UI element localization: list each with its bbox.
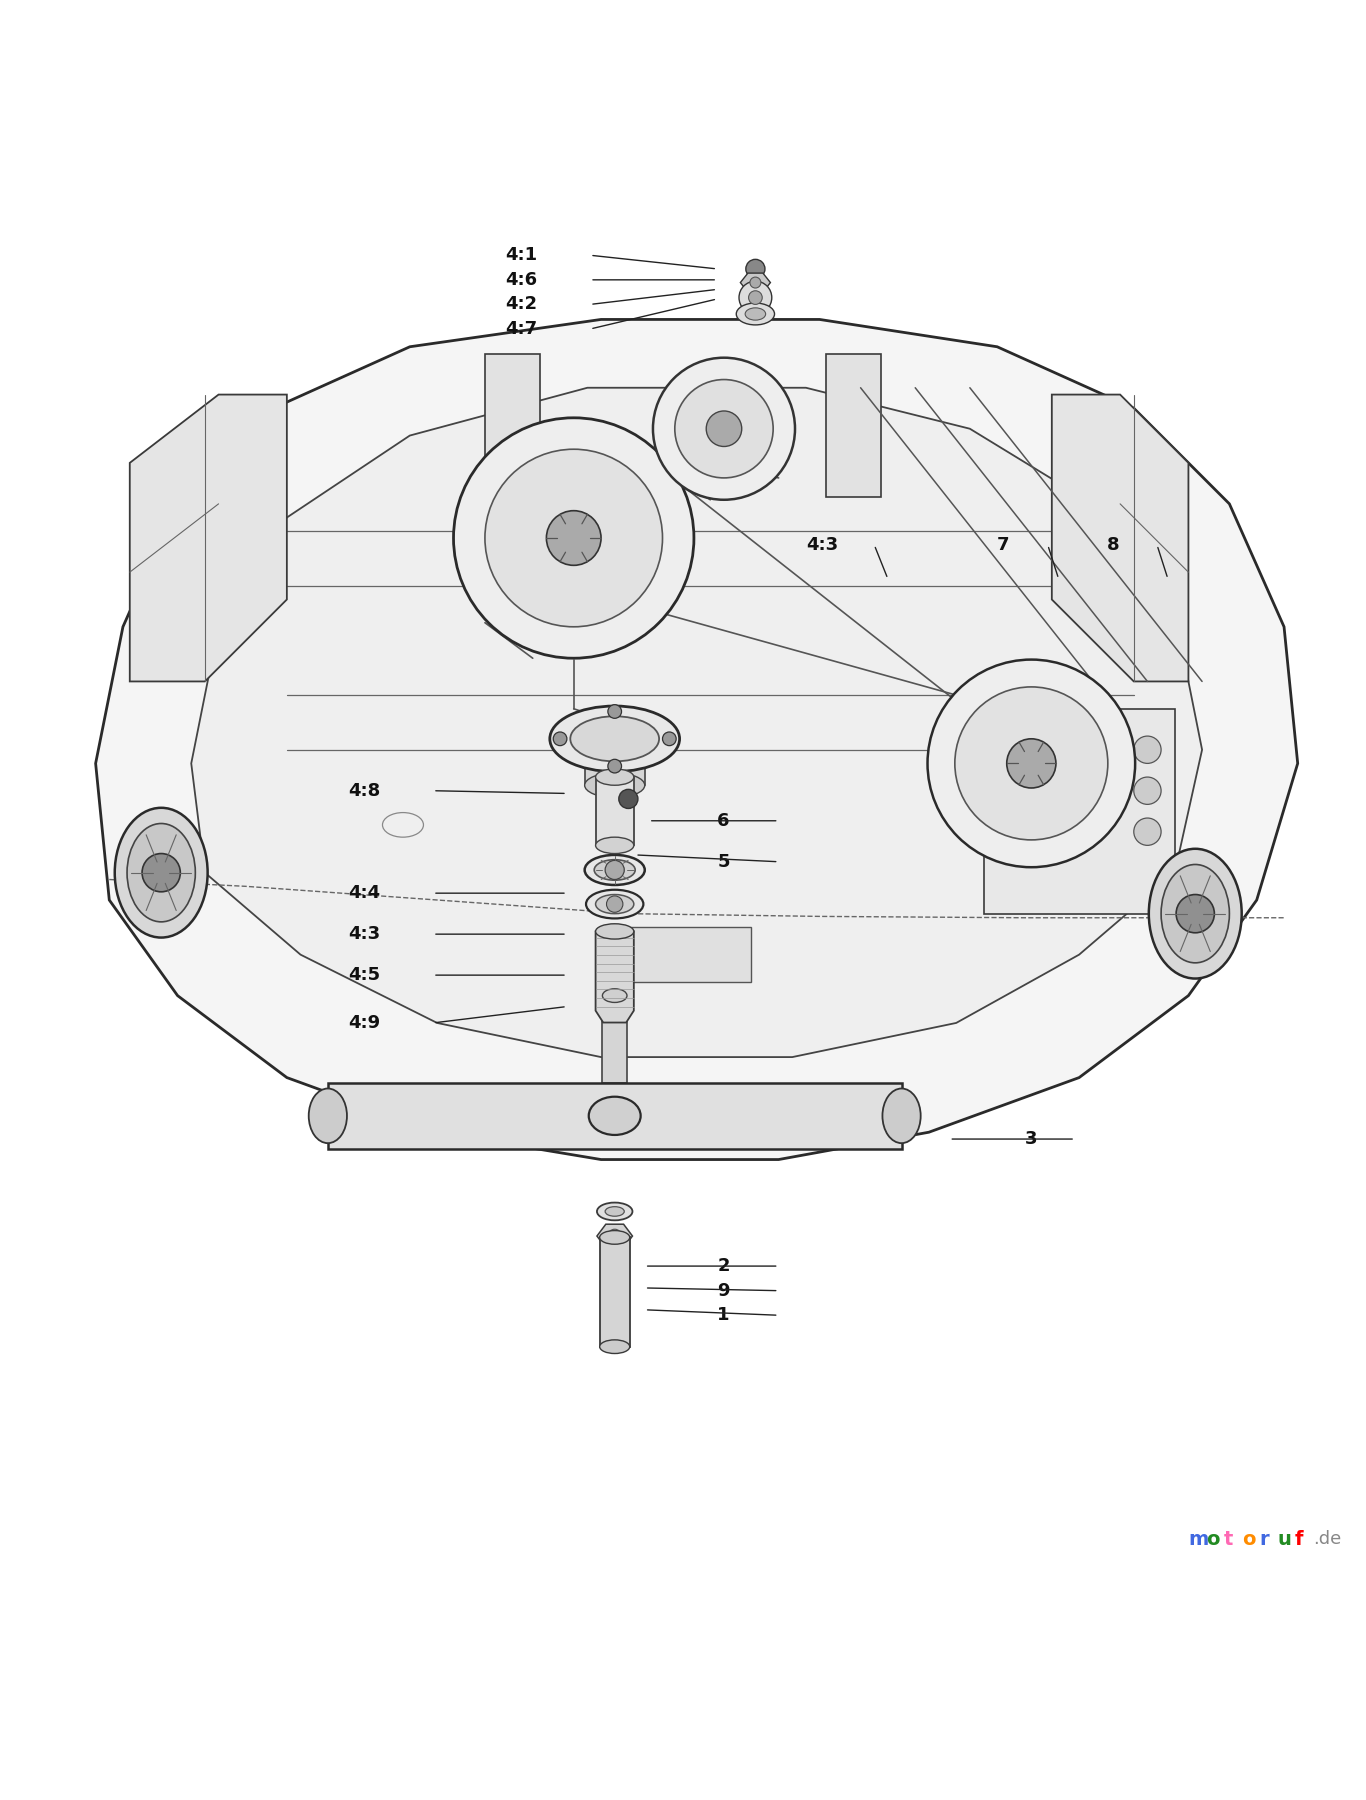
Circle shape bbox=[1007, 738, 1056, 788]
Text: o: o bbox=[1242, 1530, 1255, 1548]
Ellipse shape bbox=[127, 824, 195, 922]
Circle shape bbox=[608, 1229, 622, 1242]
Bar bbox=[596, 778, 634, 846]
Text: 4:3: 4:3 bbox=[348, 925, 381, 943]
Ellipse shape bbox=[115, 808, 208, 938]
Text: .de: .de bbox=[1313, 1530, 1341, 1548]
Ellipse shape bbox=[571, 716, 658, 761]
Ellipse shape bbox=[597, 1202, 632, 1220]
Bar bbox=[328, 1084, 902, 1148]
Bar bbox=[585, 742, 645, 785]
Text: m: m bbox=[1188, 1530, 1209, 1548]
Text: t: t bbox=[1224, 1530, 1233, 1548]
Circle shape bbox=[1134, 736, 1161, 763]
Ellipse shape bbox=[309, 1089, 347, 1143]
Polygon shape bbox=[984, 709, 1175, 914]
Ellipse shape bbox=[549, 706, 679, 772]
Ellipse shape bbox=[882, 1089, 921, 1143]
Circle shape bbox=[608, 704, 622, 718]
Ellipse shape bbox=[746, 308, 765, 320]
Circle shape bbox=[619, 790, 638, 808]
Polygon shape bbox=[615, 927, 751, 983]
Circle shape bbox=[608, 760, 622, 772]
Text: 8: 8 bbox=[1106, 536, 1119, 554]
Ellipse shape bbox=[586, 889, 643, 918]
Text: 4:9: 4:9 bbox=[348, 1013, 381, 1031]
Circle shape bbox=[553, 733, 567, 745]
Circle shape bbox=[653, 358, 795, 500]
Circle shape bbox=[605, 860, 624, 880]
Text: 4:2: 4:2 bbox=[505, 295, 538, 313]
Ellipse shape bbox=[596, 837, 634, 853]
Circle shape bbox=[663, 733, 676, 745]
Ellipse shape bbox=[589, 1096, 641, 1136]
Bar bbox=[600, 1237, 630, 1346]
Circle shape bbox=[739, 281, 772, 313]
Ellipse shape bbox=[600, 1231, 630, 1244]
Circle shape bbox=[546, 511, 601, 565]
Text: 6: 6 bbox=[717, 812, 729, 830]
Polygon shape bbox=[1052, 394, 1188, 682]
Text: 9: 9 bbox=[717, 1282, 729, 1300]
Text: 4:8: 4:8 bbox=[348, 781, 381, 799]
Text: 4:1: 4:1 bbox=[505, 247, 538, 265]
Circle shape bbox=[746, 259, 765, 279]
Text: 7: 7 bbox=[997, 536, 1009, 554]
Polygon shape bbox=[96, 319, 1298, 1159]
Circle shape bbox=[1176, 895, 1214, 932]
Polygon shape bbox=[130, 394, 287, 682]
Circle shape bbox=[142, 853, 180, 891]
Ellipse shape bbox=[605, 1206, 624, 1217]
Ellipse shape bbox=[594, 860, 635, 880]
Text: 4:7: 4:7 bbox=[505, 320, 538, 338]
Ellipse shape bbox=[600, 1339, 630, 1354]
Ellipse shape bbox=[1161, 864, 1229, 963]
Text: r: r bbox=[1259, 1530, 1269, 1548]
Ellipse shape bbox=[596, 923, 634, 940]
Ellipse shape bbox=[585, 855, 645, 886]
Ellipse shape bbox=[596, 769, 634, 785]
Bar bbox=[602, 995, 627, 1084]
Polygon shape bbox=[485, 353, 540, 497]
Circle shape bbox=[749, 292, 762, 304]
Text: u: u bbox=[1277, 1530, 1291, 1548]
Text: 4:6: 4:6 bbox=[505, 270, 538, 288]
Text: 5: 5 bbox=[717, 853, 729, 871]
Text: 4:4: 4:4 bbox=[348, 884, 381, 902]
Polygon shape bbox=[596, 931, 634, 1022]
Ellipse shape bbox=[736, 302, 775, 326]
Circle shape bbox=[1134, 778, 1161, 805]
Circle shape bbox=[454, 418, 694, 659]
Ellipse shape bbox=[1149, 850, 1242, 979]
Polygon shape bbox=[826, 353, 881, 497]
Text: 3: 3 bbox=[1024, 1130, 1037, 1148]
Polygon shape bbox=[191, 387, 1202, 1057]
Circle shape bbox=[706, 410, 742, 446]
Polygon shape bbox=[597, 1224, 632, 1247]
Circle shape bbox=[607, 896, 623, 913]
Circle shape bbox=[485, 450, 663, 626]
Text: 4:3: 4:3 bbox=[806, 536, 839, 554]
Circle shape bbox=[1134, 817, 1161, 846]
Circle shape bbox=[675, 380, 773, 479]
Circle shape bbox=[955, 688, 1108, 841]
Circle shape bbox=[928, 659, 1135, 868]
Text: 4:5: 4:5 bbox=[348, 967, 381, 985]
Ellipse shape bbox=[585, 772, 645, 797]
Text: f: f bbox=[1295, 1530, 1303, 1548]
Text: 1: 1 bbox=[717, 1307, 729, 1325]
Polygon shape bbox=[740, 274, 770, 292]
Ellipse shape bbox=[596, 895, 634, 914]
Ellipse shape bbox=[602, 988, 627, 1003]
Circle shape bbox=[750, 277, 761, 288]
Text: o: o bbox=[1206, 1530, 1220, 1548]
Text: 2: 2 bbox=[717, 1256, 729, 1274]
